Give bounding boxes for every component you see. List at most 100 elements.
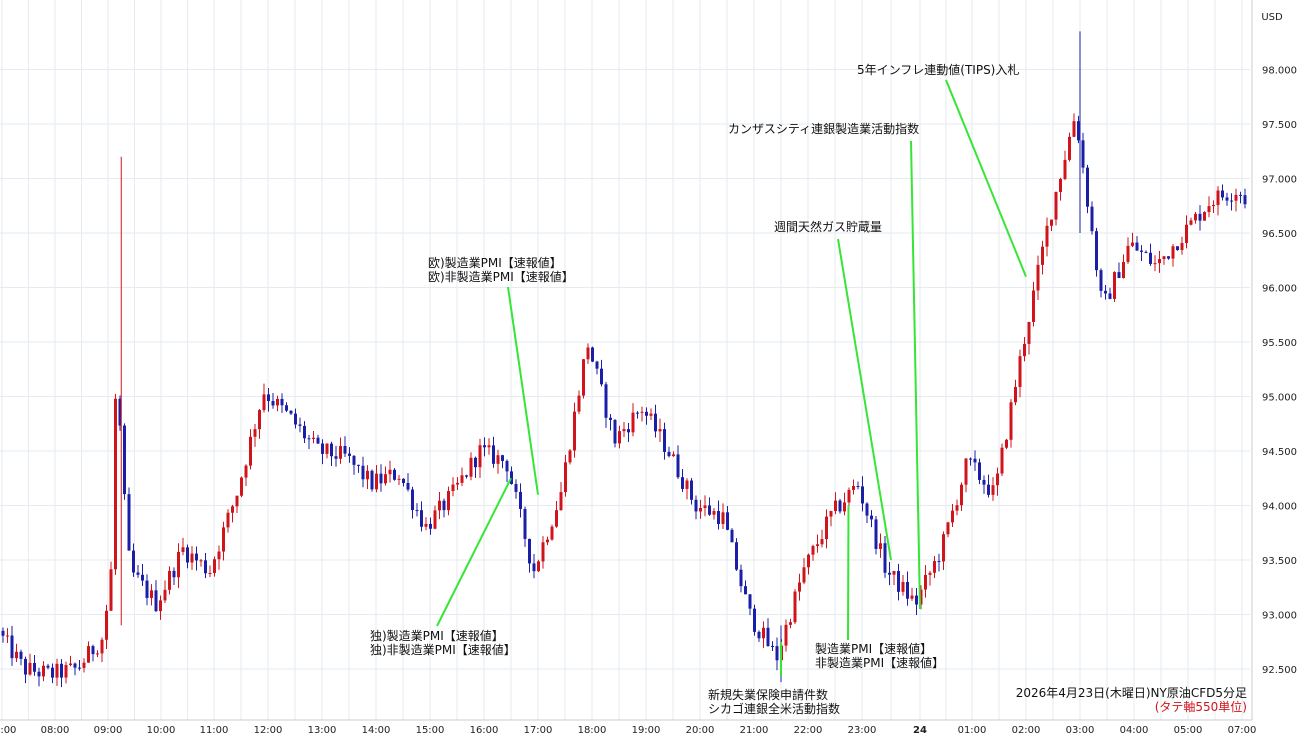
y-tick-label: 95.500 — [1262, 338, 1297, 349]
candle-body — [874, 519, 878, 549]
candle-body — [469, 457, 473, 477]
candle-body — [528, 538, 531, 564]
candle-body — [303, 425, 306, 439]
annotation-leader-line — [945, 79, 1027, 277]
candle-body — [726, 512, 729, 530]
y-tick-label: 98.000 — [1262, 66, 1297, 77]
candle-body — [204, 560, 207, 574]
candle-body — [1126, 245, 1130, 262]
candle-body — [708, 505, 711, 515]
candle-body — [793, 591, 797, 623]
candle-body — [447, 491, 450, 511]
candle-body — [73, 663, 77, 668]
candle-body — [60, 663, 63, 678]
candle-body — [847, 489, 851, 503]
candle-body — [537, 561, 540, 572]
candle-body — [573, 411, 576, 451]
candle-body — [735, 542, 738, 570]
candle-body — [1023, 343, 1026, 357]
candle-body — [681, 477, 684, 489]
candle-body — [240, 477, 243, 496]
candle-body — [973, 458, 977, 463]
candle-body — [343, 446, 347, 454]
candle-body — [582, 359, 585, 396]
annotation-label: 欧)製造業PMI【速報値】 — [428, 255, 562, 270]
candle-body — [388, 469, 392, 475]
candle-body — [820, 539, 824, 545]
x-tick-label: 20:00 — [686, 725, 715, 736]
candle-body — [429, 523, 432, 529]
candle-body — [1009, 402, 1013, 440]
candle-body — [1230, 200, 1233, 202]
candle-body — [775, 646, 779, 661]
y-tick-label: 96.500 — [1262, 229, 1297, 240]
candle-body — [352, 455, 356, 465]
candle-body — [568, 450, 572, 463]
candle-body — [600, 368, 603, 385]
candle-body — [361, 465, 365, 480]
candle-body — [24, 658, 27, 675]
y-tick-label: 92.500 — [1262, 665, 1297, 676]
candle-body — [1090, 206, 1094, 232]
candle-body — [519, 491, 522, 509]
candle-body — [906, 581, 909, 599]
candle-body — [231, 506, 234, 513]
candle-body — [505, 460, 509, 472]
candle-body — [550, 526, 554, 540]
candle-body — [1198, 213, 1202, 221]
candle-body — [609, 417, 612, 421]
price-axis: 92.500 93.000 93.500 94.000 94.500 95.000 95.5… — [1262, 66, 1297, 677]
candle-body — [123, 425, 126, 495]
candle-body — [1032, 290, 1035, 322]
candle-body — [645, 411, 648, 416]
candle-body — [843, 502, 846, 512]
candle-body — [159, 600, 162, 612]
candle-body — [636, 412, 639, 414]
candle-body — [492, 445, 495, 464]
candle-body — [838, 500, 842, 512]
candle-body — [1239, 194, 1242, 196]
candle-body — [141, 574, 144, 581]
x-tick-label: 19:00 — [632, 725, 661, 736]
y-tick-label: 93.000 — [1262, 611, 1297, 622]
annotation-label: 欧)非製造業PMI【速報値】 — [428, 269, 574, 284]
candle-body — [154, 590, 158, 612]
candle-body — [699, 507, 702, 512]
candle-body — [6, 635, 9, 637]
annotation-label: 製造業PMI【速報値】 — [815, 641, 932, 656]
candle-body — [213, 559, 216, 574]
candle-body — [753, 608, 756, 632]
x-tick-label: 13:00 — [308, 725, 337, 736]
candle-body — [442, 500, 446, 511]
candle-body — [1005, 439, 1008, 448]
candle-body — [960, 484, 963, 506]
candle-body — [1, 630, 5, 636]
candle-body — [357, 464, 360, 466]
candle-body — [501, 455, 504, 461]
candle-body — [37, 671, 41, 677]
candle-body — [757, 631, 761, 639]
candle-body — [924, 574, 927, 590]
annotation-label: 非製造業PMI【速報値】 — [815, 655, 944, 670]
candle-body — [177, 551, 180, 578]
candle-body — [226, 512, 230, 528]
candle-body — [1162, 256, 1166, 260]
candle-body — [982, 479, 986, 485]
annotation-leader-line — [436, 477, 512, 627]
candle-body — [1225, 197, 1229, 201]
candle-body — [834, 500, 837, 512]
x-tick-label: 08:00 — [41, 725, 70, 736]
x-tick-label: 22:00 — [794, 725, 823, 736]
candle-body — [825, 516, 828, 540]
x-tick-label: 11:00 — [200, 725, 229, 736]
candle-body — [379, 473, 383, 484]
candle-body — [541, 542, 545, 562]
candle-body — [991, 485, 995, 495]
candle-body — [1176, 246, 1179, 251]
candle-body — [483, 445, 486, 448]
candle-body — [546, 539, 549, 543]
candle-body — [235, 495, 239, 507]
candle-body — [195, 553, 198, 561]
candle-body — [807, 554, 810, 568]
candle-body — [136, 572, 140, 575]
